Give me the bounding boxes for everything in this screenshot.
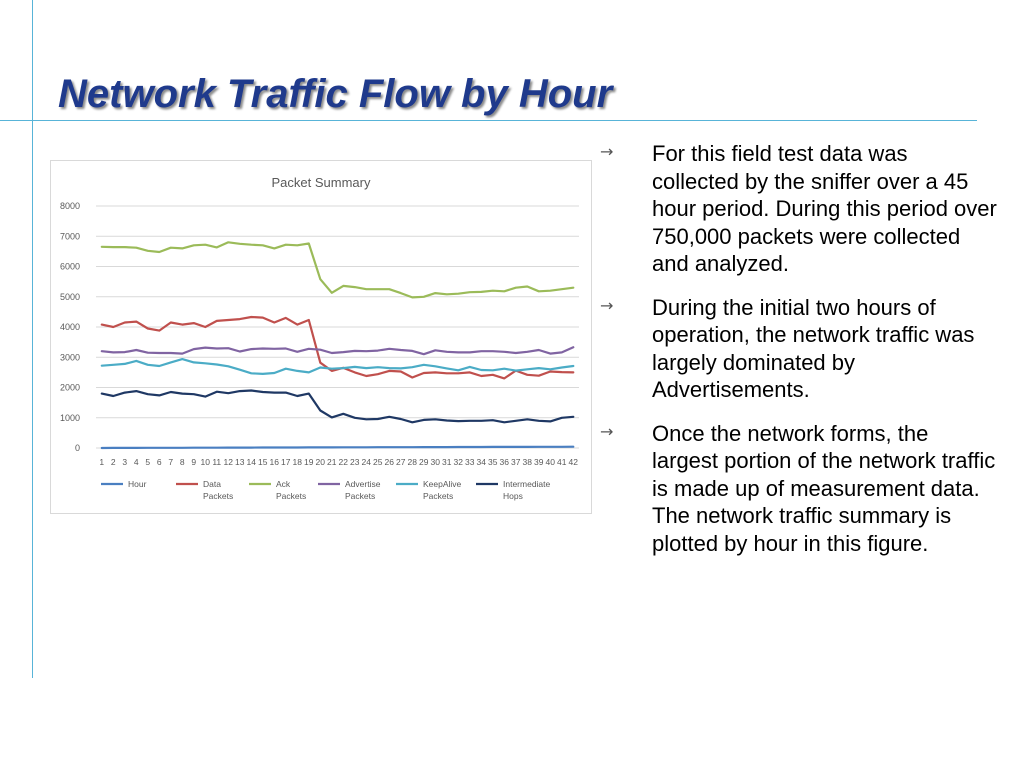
x-tick-label: 18 xyxy=(293,457,303,467)
x-tick-label: 29 xyxy=(419,457,429,467)
legend-label: Packets xyxy=(345,491,375,501)
y-tick-label: 0 xyxy=(75,443,80,453)
x-tick-label: 37 xyxy=(511,457,521,467)
legend-label: Hops xyxy=(503,491,523,501)
x-tick-label: 26 xyxy=(385,457,395,467)
x-tick-label: 22 xyxy=(339,457,349,467)
x-tick-label: 23 xyxy=(350,457,360,467)
x-tick-label: 1 xyxy=(99,457,104,467)
x-tick-label: 8 xyxy=(180,457,185,467)
x-tick-label: 13 xyxy=(235,457,245,467)
x-tick-label: 30 xyxy=(431,457,441,467)
x-tick-label: 28 xyxy=(408,457,418,467)
bullet-text: Once the network forms, the largest port… xyxy=(652,420,996,556)
x-tick-label: 42 xyxy=(569,457,579,467)
x-tick-label: 33 xyxy=(465,457,475,467)
x-tick-label: 6 xyxy=(157,457,162,467)
slide-title: Network Traffic Flow by Hour xyxy=(58,72,613,116)
x-tick-label: 39 xyxy=(534,457,544,467)
arrow-right-icon: → xyxy=(600,421,614,441)
legend-label: Intermediate xyxy=(503,479,551,489)
x-tick-label: 25 xyxy=(373,457,383,467)
x-tick-label: 17 xyxy=(281,457,291,467)
y-tick-label: 7000 xyxy=(60,231,80,241)
series-line xyxy=(100,346,575,356)
legend-label: Ack xyxy=(276,479,291,489)
x-tick-label: 10 xyxy=(201,457,211,467)
x-tick-label: 12 xyxy=(224,457,234,467)
x-tick-label: 38 xyxy=(523,457,533,467)
legend-label: Hour xyxy=(128,479,147,489)
y-tick-label: 1000 xyxy=(60,413,80,423)
x-tick-label: 31 xyxy=(442,457,452,467)
x-tick-label: 4 xyxy=(134,457,139,467)
arrow-right-icon: → xyxy=(600,142,614,161)
x-tick-label: 16 xyxy=(270,457,280,467)
y-tick-label: 5000 xyxy=(60,292,80,302)
bullet-text: During the initial two hours of operatio… xyxy=(652,294,975,403)
bullet-item: → For this field test data was collected… xyxy=(598,140,998,278)
horizontal-accent-rule xyxy=(0,120,977,121)
x-tick-label: 21 xyxy=(327,457,337,467)
bullet-text: For this field test data was collected b… xyxy=(652,141,997,276)
vertical-accent-rule xyxy=(32,0,33,678)
y-tick-label: 3000 xyxy=(60,352,80,362)
x-tick-label: 36 xyxy=(500,457,510,467)
x-tick-label: 35 xyxy=(488,457,498,467)
legend-label: Data xyxy=(203,479,221,489)
x-tick-label: 14 xyxy=(247,457,257,467)
x-tick-label: 15 xyxy=(258,457,268,467)
x-tick-label: 11 xyxy=(212,457,221,467)
bullet-item: → Once the network forms, the largest po… xyxy=(598,420,998,558)
series-line xyxy=(100,445,575,450)
x-tick-label: 9 xyxy=(191,457,196,467)
chart-svg: Packet Summary 0 1000 2000 3000 4000 5000 6000 7… xyxy=(60,175,579,501)
x-tick-label: 24 xyxy=(362,457,372,467)
packet-summary-chart: Packet Summary 0 1000 2000 3000 4000 5000 6000 7… xyxy=(50,160,592,514)
x-tick-label: 27 xyxy=(396,457,406,467)
x-tick-label: 19 xyxy=(304,457,314,467)
legend-label: Advertise xyxy=(345,479,381,489)
x-tick-label: 40 xyxy=(546,457,556,467)
x-tick-label: 5 xyxy=(145,457,150,467)
bullet-item: → During the initial two hours of operat… xyxy=(598,294,998,404)
series-line xyxy=(100,389,575,424)
x-tick-label: 3 xyxy=(122,457,127,467)
y-tick-label: 8000 xyxy=(60,201,80,211)
legend-label: KeepAlive xyxy=(423,479,462,489)
bullet-list: → For this field test data was collected… xyxy=(598,140,998,573)
x-tick-label: 41 xyxy=(557,457,567,467)
x-tick-label: 34 xyxy=(477,457,487,467)
x-tick-label: 32 xyxy=(454,457,464,467)
chart-title: Packet Summary xyxy=(272,175,371,190)
y-tick-label: 2000 xyxy=(60,383,80,393)
arrow-right-icon: → xyxy=(600,295,614,315)
legend-label: Packets xyxy=(423,491,453,501)
x-tick-label: 20 xyxy=(316,457,326,467)
legend-label: Packets xyxy=(276,491,306,501)
x-tick-label: 7 xyxy=(168,457,173,467)
x-tick-label: 2 xyxy=(111,457,116,467)
series-line xyxy=(100,358,575,375)
y-tick-label: 4000 xyxy=(60,322,80,332)
series-line xyxy=(100,241,575,299)
legend-label: Packets xyxy=(203,491,233,501)
y-tick-label: 6000 xyxy=(60,262,80,272)
